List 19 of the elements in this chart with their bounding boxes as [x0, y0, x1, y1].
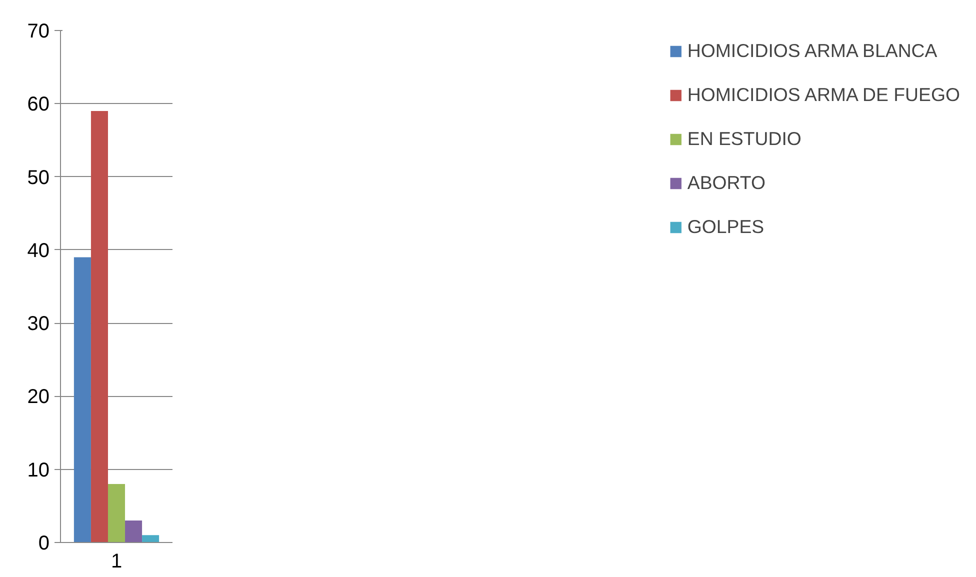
- y-tick-label: 70: [27, 20, 50, 42]
- y-tick-label: 40: [27, 240, 50, 262]
- legend-label: EN ESTUDIO: [687, 128, 802, 150]
- x-tick-label: 1: [110, 550, 122, 572]
- y-tick-label: 0: [38, 532, 50, 554]
- bar: [90, 110, 108, 542]
- y-tick-label: 10: [27, 459, 50, 482]
- bar: [74, 257, 91, 542]
- legend-label: GOLPES: [687, 216, 764, 238]
- legend-label: HOMICIDIOS ARMA BLANCA: [687, 40, 938, 62]
- bar: [108, 484, 126, 542]
- legend-label: ABORTO: [687, 172, 766, 194]
- y-tick-label: 50: [27, 166, 50, 189]
- y-tick-label: 20: [27, 386, 50, 408]
- legend-label: HOMICIDIOS ARMA DE FUEGO: [687, 84, 960, 106]
- bar: [142, 535, 160, 542]
- bar: [125, 520, 142, 542]
- y-tick-label: 60: [27, 94, 50, 116]
- y-tick-label: 30: [27, 313, 50, 336]
